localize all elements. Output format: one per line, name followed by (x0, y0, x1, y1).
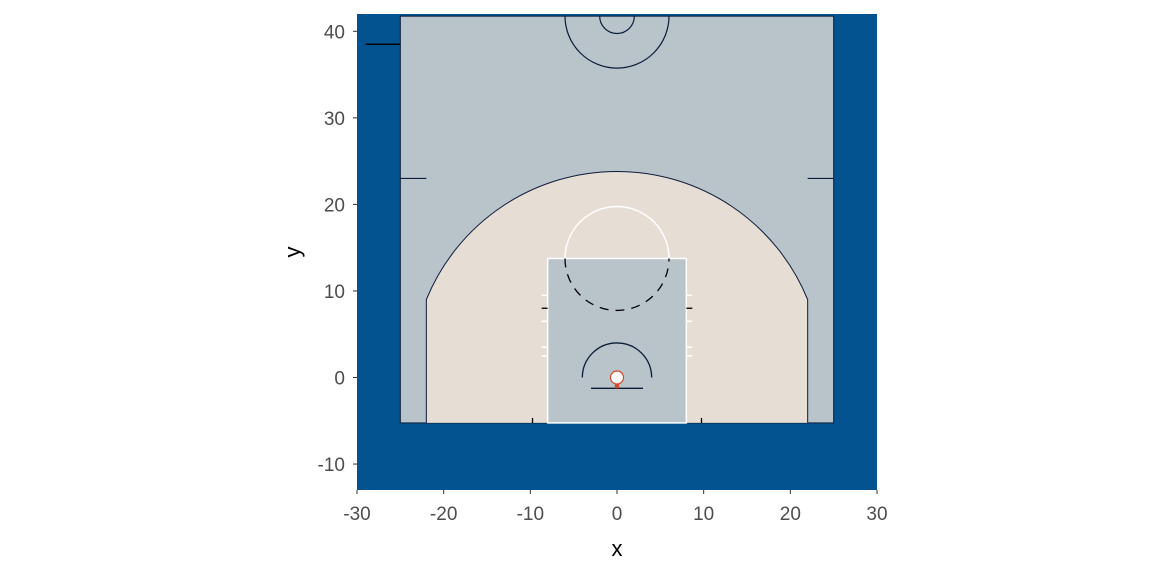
free-throw-circle-bottom-dashed (564, 258, 670, 312)
center-circle-inner (599, 16, 635, 35)
y-tick-label-1: 0 (334, 368, 345, 389)
x-tick-label-2: -10 (517, 504, 544, 525)
x-tick-label-6: 30 (866, 504, 887, 525)
x-axis-title: x (612, 536, 623, 561)
y-tick-label-0: -10 (318, 455, 345, 476)
x-tick-label-4: 10 (693, 504, 714, 525)
x-tick-label-1: -20 (430, 504, 457, 525)
y-tick-label-2: 10 (324, 282, 345, 303)
y-tick-label-4: 30 (324, 109, 345, 130)
x-tick-label-0: -30 (343, 504, 370, 525)
x-tick-label-5: 20 (780, 504, 801, 525)
rim (609, 370, 625, 385)
three-point-line (425, 171, 809, 423)
y-axis-title: y (280, 247, 305, 258)
center-circle-outer (564, 16, 670, 69)
y-tick-label-5: 40 (324, 22, 345, 43)
restricted-area-arc (581, 342, 653, 378)
paint-lane (546, 257, 688, 424)
y-tick-label-3: 20 (324, 195, 345, 216)
x-tick-label-3: 0 (612, 504, 623, 525)
free-throw-circle-top (564, 205, 670, 259)
